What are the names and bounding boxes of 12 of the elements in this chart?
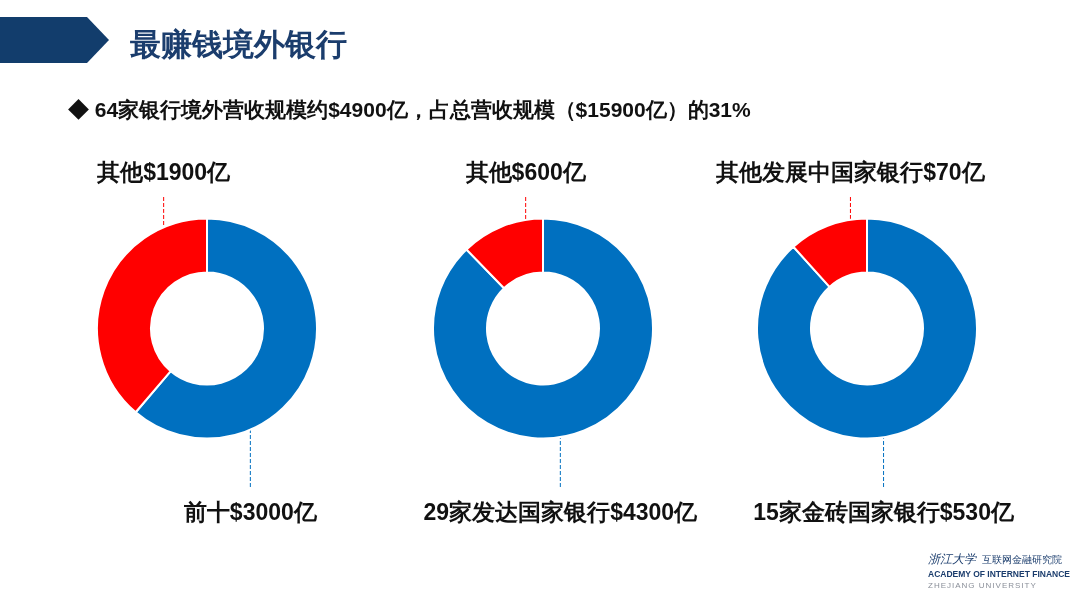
slice-label: 29家发达国家银行$4300亿 xyxy=(423,499,698,525)
slice-label: 前十$3000亿 xyxy=(182,499,318,525)
slice-label: 其他$1900亿 xyxy=(95,159,231,185)
text: ◆ 64家银行境外营收规模约$4900亿，占总营收规模（$15900亿）的31% xyxy=(68,97,751,123)
text: 互联网金融研究院 xyxy=(982,553,1062,567)
slice-label: 15家金砖国家银行$530亿 xyxy=(752,499,1015,525)
text: 浙江大学 xyxy=(928,551,976,567)
slice-label: 其他$600亿 xyxy=(464,159,587,185)
text: 最赚钱境外银行 xyxy=(130,26,347,64)
slice-label: 其他发展中国家银行$70亿 xyxy=(714,159,986,185)
text: ZHEJIANG UNIVERSITY xyxy=(928,580,1038,592)
text: ACADEMY OF INTERNET FINANCE xyxy=(928,568,1071,580)
